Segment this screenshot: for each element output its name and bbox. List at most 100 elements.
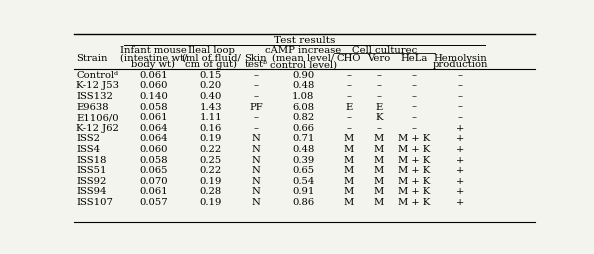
Text: –: – <box>412 102 417 111</box>
Text: K: K <box>375 113 383 122</box>
Text: M + K: M + K <box>399 165 431 174</box>
Text: 0.22: 0.22 <box>200 165 222 174</box>
Text: 0.064: 0.064 <box>139 134 168 143</box>
Text: +: + <box>456 144 464 153</box>
Text: 0.40: 0.40 <box>200 92 222 101</box>
Text: N: N <box>251 165 260 174</box>
Text: E: E <box>345 102 352 111</box>
Text: 0.064: 0.064 <box>139 123 168 132</box>
Text: –: – <box>412 71 417 80</box>
Text: +: + <box>456 123 464 132</box>
Text: M + K: M + K <box>399 176 431 185</box>
Text: M: M <box>344 134 354 143</box>
Text: +: + <box>456 197 464 206</box>
Text: 0.16: 0.16 <box>200 123 222 132</box>
Text: cm of gut): cm of gut) <box>185 60 237 69</box>
Text: 1.43: 1.43 <box>200 102 222 111</box>
Text: –: – <box>376 92 381 101</box>
Text: –: – <box>457 81 463 90</box>
Text: +: + <box>456 155 464 164</box>
Text: +: + <box>456 176 464 185</box>
Text: 0.057: 0.057 <box>139 197 168 206</box>
Text: 0.28: 0.28 <box>200 186 222 196</box>
Text: –: – <box>457 113 463 122</box>
Text: 0.19: 0.19 <box>200 134 222 143</box>
Text: +: + <box>456 186 464 196</box>
Text: M: M <box>344 144 354 153</box>
Text: Controlᵈ: Controlᵈ <box>76 71 118 80</box>
Text: +: + <box>456 165 464 174</box>
Text: M + K: M + K <box>399 134 431 143</box>
Text: M + K: M + K <box>399 197 431 206</box>
Text: E1106/0: E1106/0 <box>76 113 119 122</box>
Text: 0.22: 0.22 <box>200 144 222 153</box>
Text: ISS4: ISS4 <box>76 144 100 153</box>
Text: K-12 J62: K-12 J62 <box>76 123 119 132</box>
Text: (intestine wt/: (intestine wt/ <box>120 54 187 62</box>
Text: E9638: E9638 <box>76 102 109 111</box>
Text: Test results: Test results <box>274 36 335 45</box>
Text: 0.90: 0.90 <box>292 71 314 80</box>
Text: –: – <box>254 81 258 90</box>
Text: –: – <box>254 92 258 101</box>
Text: M: M <box>344 176 354 185</box>
Text: –: – <box>457 92 463 101</box>
Text: testᵇ: testᵇ <box>244 60 267 69</box>
Text: 0.061: 0.061 <box>139 71 168 80</box>
Text: N: N <box>251 134 260 143</box>
Text: PF: PF <box>249 102 263 111</box>
Text: M + K: M + K <box>399 155 431 164</box>
Text: 0.71: 0.71 <box>292 134 314 143</box>
Text: –: – <box>346 71 351 80</box>
Text: ISS2: ISS2 <box>76 134 100 143</box>
Text: Infant mouse: Infant mouse <box>120 46 187 55</box>
Text: N: N <box>251 144 260 153</box>
Text: –: – <box>412 113 417 122</box>
Text: 0.54: 0.54 <box>292 176 314 185</box>
Text: –: – <box>376 71 381 80</box>
Text: Strain: Strain <box>76 54 108 62</box>
Text: 0.070: 0.070 <box>139 176 168 185</box>
Text: –: – <box>376 81 381 90</box>
Text: production: production <box>432 60 488 69</box>
Text: 0.39: 0.39 <box>292 155 314 164</box>
Text: Hemolysin: Hemolysin <box>433 54 487 62</box>
Text: 0.061: 0.061 <box>139 186 168 196</box>
Text: 6.08: 6.08 <box>292 102 314 111</box>
Text: –: – <box>346 92 351 101</box>
Text: 0.91: 0.91 <box>292 186 314 196</box>
Text: ISS18: ISS18 <box>76 155 106 164</box>
Text: M: M <box>374 197 384 206</box>
Text: –: – <box>457 102 463 111</box>
Text: –: – <box>412 81 417 90</box>
Text: M: M <box>344 165 354 174</box>
Text: Vero: Vero <box>367 54 390 62</box>
Text: 0.065: 0.065 <box>139 165 168 174</box>
Text: +: + <box>456 134 464 143</box>
Text: body wt): body wt) <box>131 60 175 69</box>
Text: M: M <box>344 186 354 196</box>
Text: control level): control level) <box>270 60 337 69</box>
Text: K-12 J53: K-12 J53 <box>76 81 119 90</box>
Text: 0.86: 0.86 <box>292 197 314 206</box>
Text: M: M <box>374 144 384 153</box>
Text: 0.060: 0.060 <box>139 81 168 90</box>
Text: ISS51: ISS51 <box>76 165 106 174</box>
Text: cAMP increase: cAMP increase <box>265 46 342 55</box>
Text: 0.061: 0.061 <box>139 113 168 122</box>
Text: –: – <box>457 71 463 80</box>
Text: (mean level/: (mean level/ <box>272 54 334 62</box>
Text: M: M <box>344 197 354 206</box>
Text: 1.11: 1.11 <box>200 113 222 122</box>
Text: 0.19: 0.19 <box>200 176 222 185</box>
Text: N: N <box>251 197 260 206</box>
Text: Ileal loop: Ileal loop <box>188 46 235 55</box>
Text: –: – <box>412 123 417 132</box>
Text: –: – <box>346 113 351 122</box>
Text: –: – <box>412 92 417 101</box>
Text: 0.48: 0.48 <box>292 144 314 153</box>
Text: M: M <box>374 186 384 196</box>
Text: 0.25: 0.25 <box>200 155 222 164</box>
Text: M: M <box>344 155 354 164</box>
Text: 0.060: 0.060 <box>139 144 168 153</box>
